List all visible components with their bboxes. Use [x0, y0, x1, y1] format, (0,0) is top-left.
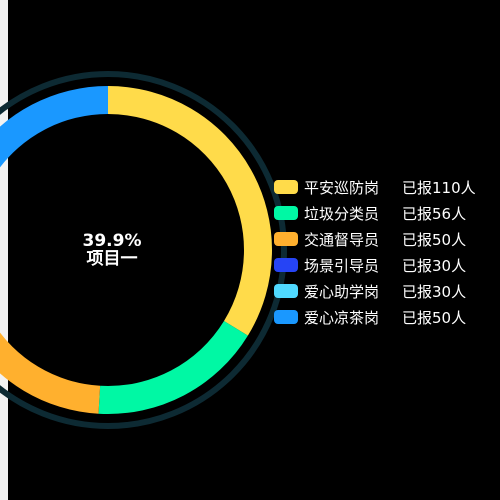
legend-value: 已报110人: [402, 178, 476, 197]
legend-value: 已报56人: [402, 204, 467, 223]
legend: 平安巡防岗 已报110人 垃圾分类员 已报56人 交通督导员 已报50人 场景引导员 已报30…: [274, 174, 476, 330]
donut-slice[interactable]: [0, 321, 101, 414]
legend-swatch: [274, 180, 298, 194]
legend-item[interactable]: 平安巡防岗 已报110人: [274, 174, 476, 200]
legend-value: 已报50人: [402, 230, 467, 249]
legend-label: 交通督导员: [304, 230, 380, 249]
legend-item[interactable]: 交通督导员 已报50人: [274, 226, 476, 252]
legend-swatch: [274, 258, 298, 272]
legend-item[interactable]: 垃圾分类员 已报56人: [274, 200, 476, 226]
legend-swatch: [274, 284, 298, 298]
legend-swatch: [274, 310, 298, 324]
legend-label: 爱心助学岗: [304, 282, 380, 301]
legend-swatch: [274, 206, 298, 220]
legend-item[interactable]: 场景引导员 已报30人: [274, 252, 476, 278]
donut-slice[interactable]: [0, 86, 108, 172]
center-label: 39.9% 项目一: [83, 232, 142, 268]
legend-label: 垃圾分类员: [304, 204, 380, 223]
donut-slice[interactable]: [108, 86, 272, 336]
center-percent: 39.9%: [82, 231, 142, 251]
legend-label: 场景引导员: [304, 256, 380, 275]
legend-value: 已报30人: [402, 256, 467, 275]
legend-label: 爱心凉茶岗: [304, 308, 380, 327]
legend-value: 已报50人: [402, 308, 467, 327]
legend-swatch: [274, 232, 298, 246]
donut-slice[interactable]: [98, 321, 248, 414]
center-name: 项目一: [86, 249, 138, 269]
donut-slices: [0, 86, 272, 414]
donut-outer-ring: [0, 71, 287, 429]
legend-item[interactable]: 爱心凉茶岗 已报50人: [274, 304, 476, 330]
legend-label: 平安巡防岗: [304, 178, 380, 197]
left-edge-strip: [0, 0, 8, 500]
legend-value: 已报30人: [402, 282, 467, 301]
legend-item[interactable]: 爱心助学岗 已报30人: [274, 278, 476, 304]
